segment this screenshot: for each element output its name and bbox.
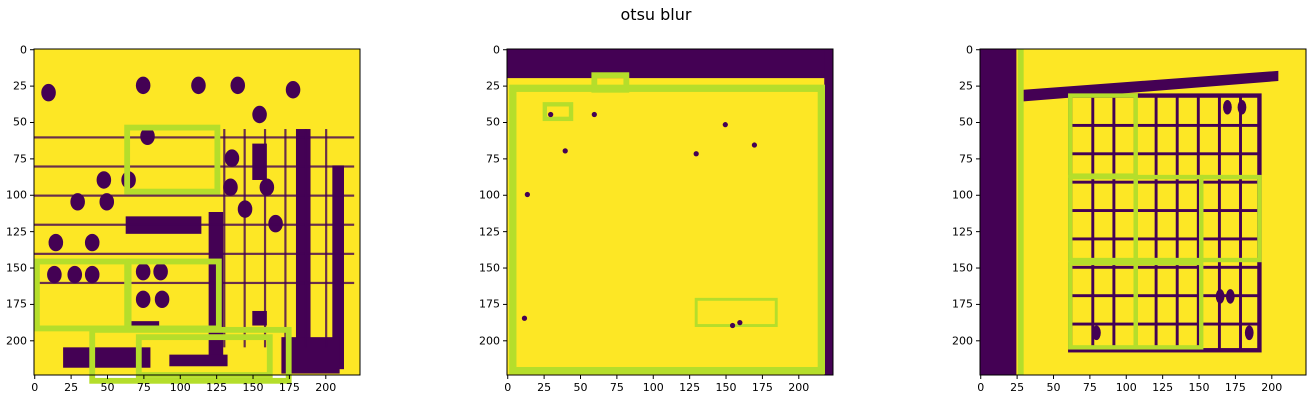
y-tick-label: 25 xyxy=(13,79,27,93)
x-tick-label: 175 xyxy=(751,381,773,394)
y-tick-label: 175 xyxy=(479,297,500,311)
y-tick-label: 0 xyxy=(966,43,973,57)
y-tick-label: 200 xyxy=(952,334,973,348)
y-tick-label: 75 xyxy=(486,152,500,166)
x-tick-label: 25 xyxy=(1010,381,1025,394)
x-tick-label: 75 xyxy=(1082,381,1097,394)
x-tick-label: 100 xyxy=(642,381,664,394)
y-tick-label: 75 xyxy=(959,152,973,166)
y-tick-label: 125 xyxy=(479,225,500,239)
x-tick-label: 0 xyxy=(977,381,985,394)
y-tick-label: 200 xyxy=(6,334,27,348)
x-tick-label: 150 xyxy=(242,381,264,394)
y-tick-label: 0 xyxy=(20,43,27,57)
x-tick-label: 125 xyxy=(1152,381,1174,394)
x-tick-label: 175 xyxy=(1224,381,1246,394)
x-tick-label: 200 xyxy=(1261,381,1283,394)
y-tick-label: 25 xyxy=(959,79,973,93)
y-tick-label: 50 xyxy=(959,115,973,129)
x-tick-label: 175 xyxy=(278,381,300,394)
x-tick-label: 25 xyxy=(64,381,79,394)
y-tick-label: 0 xyxy=(493,43,500,57)
y-tick-label: 150 xyxy=(952,261,973,275)
x-tick-label: 50 xyxy=(100,381,115,394)
x-tick-label: 150 xyxy=(1188,381,1210,394)
x-tick-label: 150 xyxy=(715,381,737,394)
x-tick-label: 200 xyxy=(315,381,337,394)
y-tick-label: 75 xyxy=(13,152,27,166)
y-tick-label: 150 xyxy=(6,261,27,275)
x-tick-label: 100 xyxy=(169,381,191,394)
x-tick-label: 50 xyxy=(573,381,588,394)
y-tick-label: 175 xyxy=(6,297,27,311)
y-tick-label: 175 xyxy=(952,297,973,311)
x-tick-label: 100 xyxy=(1115,381,1137,394)
x-tick-label: 0 xyxy=(31,381,39,394)
x-tick-label: 0 xyxy=(504,381,512,394)
y-tick-label: 100 xyxy=(952,188,973,202)
y-tick-label: 100 xyxy=(6,188,27,202)
x-tick-label: 75 xyxy=(136,381,151,394)
x-tick-label: 75 xyxy=(609,381,624,394)
x-tick-label: 125 xyxy=(206,381,228,394)
y-tick-label: 25 xyxy=(486,79,500,93)
x-tick-label: 200 xyxy=(788,381,810,394)
figure-title: otsu blur xyxy=(620,5,692,24)
y-tick-label: 125 xyxy=(6,225,27,239)
y-tick-label: 100 xyxy=(479,188,500,202)
x-tick-label: 125 xyxy=(679,381,701,394)
y-tick-label: 50 xyxy=(13,115,27,129)
x-tick-label: 25 xyxy=(537,381,552,394)
y-tick-label: 150 xyxy=(479,261,500,275)
y-tick-label: 125 xyxy=(952,225,973,239)
x-tick-label: 50 xyxy=(1046,381,1061,394)
y-tick-label: 50 xyxy=(486,115,500,129)
y-tick-label: 200 xyxy=(479,334,500,348)
